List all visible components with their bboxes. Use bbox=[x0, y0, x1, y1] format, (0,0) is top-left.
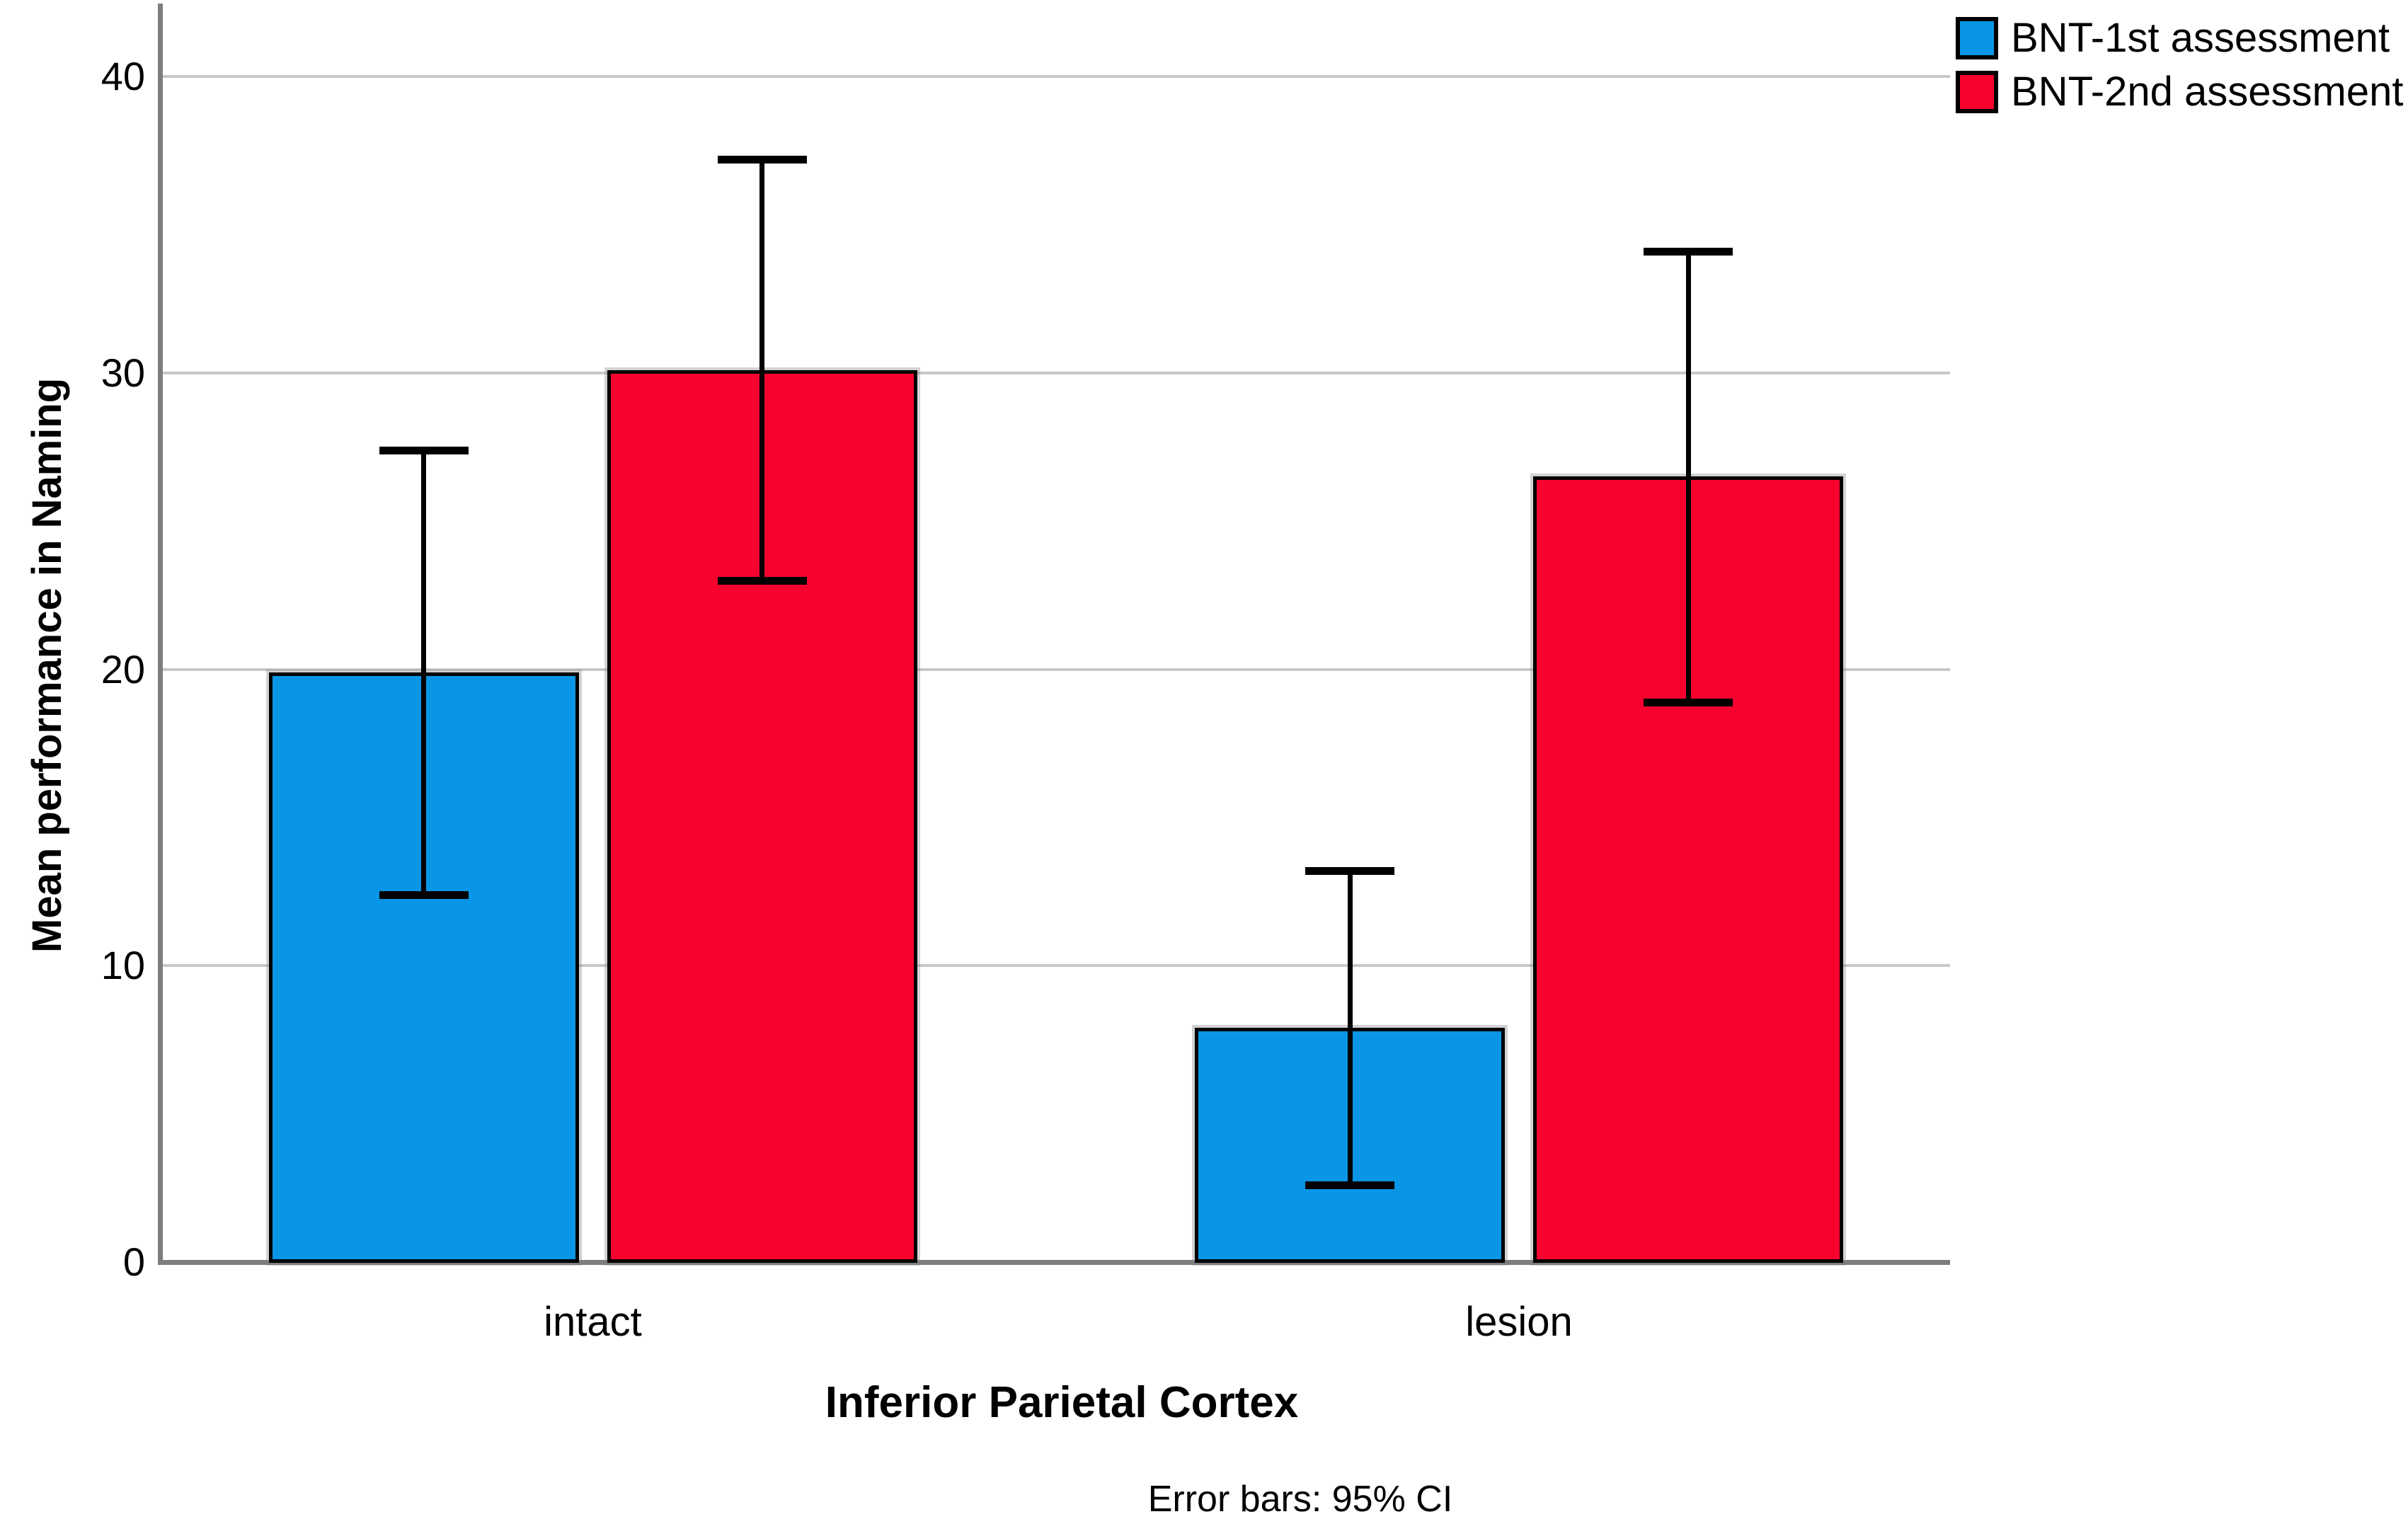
y-axis-line bbox=[158, 4, 163, 1265]
error-bar-cap-top-intact-series1 bbox=[379, 446, 469, 454]
error-bars-footnote: Error bars: 95% CI bbox=[1147, 1479, 1453, 1520]
error-bar-cap-bottom-intact-series2 bbox=[717, 576, 807, 585]
gridline-20 bbox=[161, 667, 1950, 671]
error-bar-line-lesion-series1 bbox=[1347, 871, 1353, 1186]
error-bar-line-intact-series2 bbox=[759, 159, 764, 580]
legend-label-bnt-2nd: BNT-2nd assessment bbox=[2011, 69, 2404, 115]
legend-item-bnt-2nd: BNT-2nd assessment bbox=[1956, 68, 2403, 116]
error-bar-line-lesion-series2 bbox=[1685, 251, 1691, 702]
y-tick-label-30: 30 bbox=[101, 350, 145, 395]
x-category-label-lesion: lesion bbox=[1465, 1299, 1573, 1345]
y-tick-label-20: 20 bbox=[101, 646, 145, 692]
gridline-30 bbox=[161, 371, 1950, 374]
gridline-10 bbox=[161, 964, 1950, 968]
error-bar-cap-bottom-lesion-series2 bbox=[1644, 698, 1733, 706]
error-bar-cap-bottom-lesion-series1 bbox=[1305, 1181, 1394, 1190]
gridline-40 bbox=[161, 75, 1950, 78]
error-bar-cap-top-lesion-series2 bbox=[1644, 248, 1733, 256]
bar-lesion-series1 bbox=[1195, 1028, 1505, 1263]
error-bar-line-intact-series1 bbox=[421, 449, 426, 895]
legend-label-bnt-1st: BNT-1st assessment bbox=[2011, 15, 2390, 61]
y-tick-label-40: 40 bbox=[101, 54, 145, 98]
x-axis-baseline bbox=[158, 1260, 1950, 1265]
x-axis-title: Inferior Parietal Cortex bbox=[825, 1378, 1299, 1427]
legend-swatch-bnt-1st bbox=[1956, 17, 1998, 59]
error-bar-cap-top-intact-series2 bbox=[717, 156, 807, 164]
legend: BNT-1st assessment BNT-2nd assessment bbox=[1956, 14, 2403, 122]
legend-swatch-bnt-2nd bbox=[1956, 71, 1998, 113]
y-tick-label-10: 10 bbox=[101, 943, 145, 988]
y-tick-label-0: 0 bbox=[122, 1239, 145, 1284]
error-bar-cap-bottom-intact-series1 bbox=[379, 890, 469, 899]
legend-item-bnt-1st: BNT-1st assessment bbox=[1956, 14, 2403, 62]
x-category-label-intact: intact bbox=[544, 1299, 642, 1345]
error-bar-cap-top-lesion-series1 bbox=[1305, 867, 1394, 876]
